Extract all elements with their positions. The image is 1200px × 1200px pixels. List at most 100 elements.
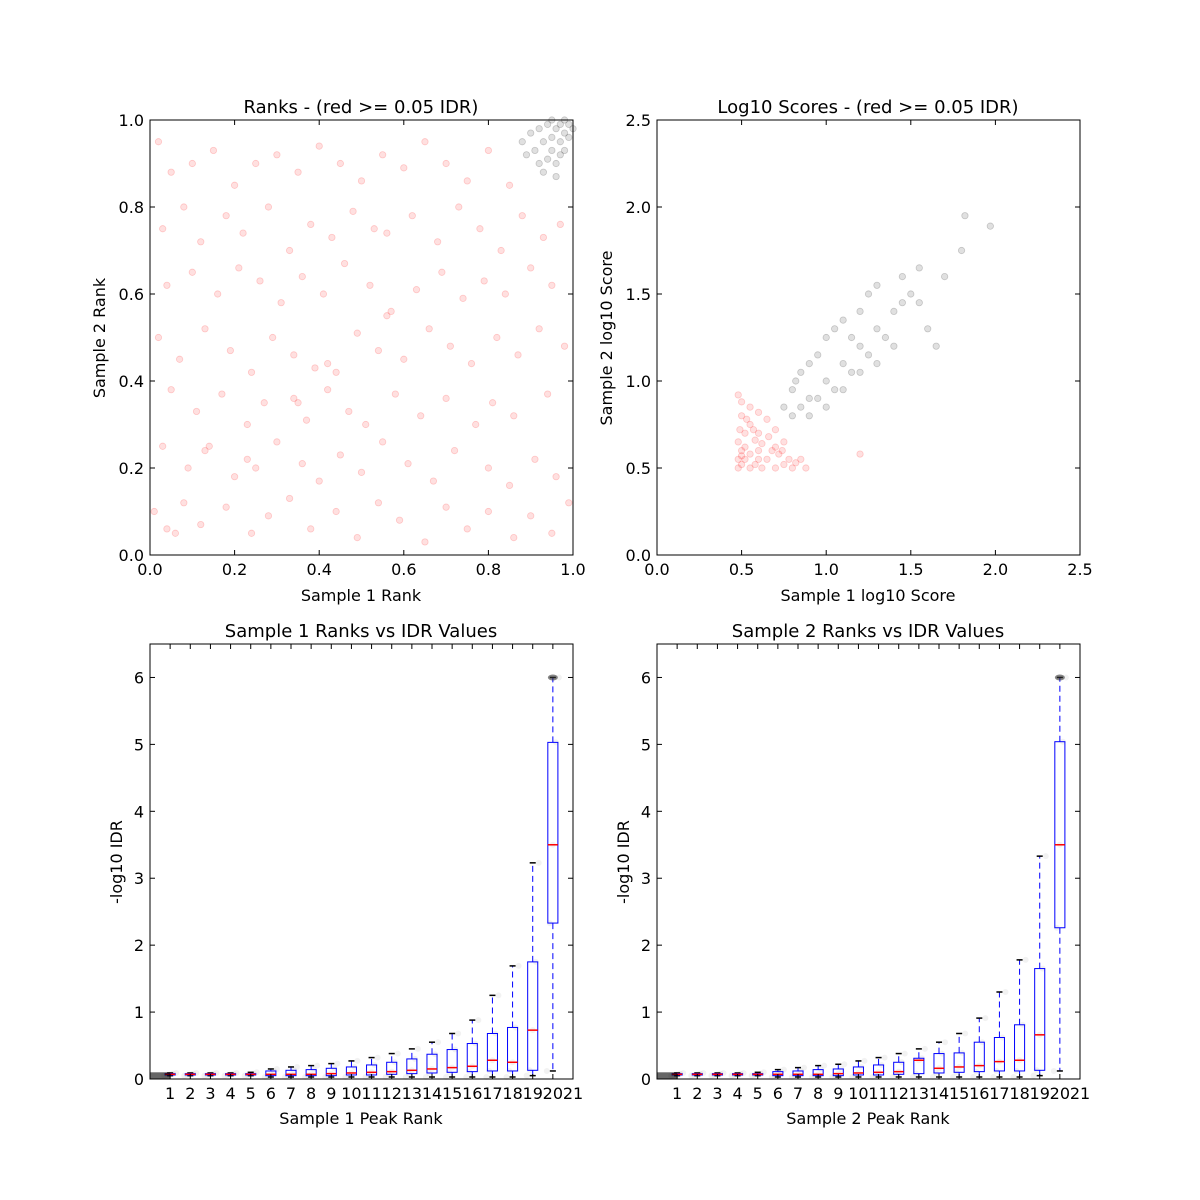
panel-sample2-box-y-ticks: 0 1 2 3 4 5 6 xyxy=(641,668,1080,1089)
background-point xyxy=(543,1067,550,1074)
baseline-cluster xyxy=(150,1072,171,1079)
scatter-point xyxy=(734,391,742,399)
background-point xyxy=(861,1057,868,1064)
scatter-point xyxy=(746,420,754,429)
scatter-point xyxy=(754,455,763,463)
background-point xyxy=(342,1073,349,1080)
scatter-point xyxy=(379,151,387,159)
scatter-point xyxy=(459,294,467,302)
scatter-point xyxy=(332,507,340,516)
background-point xyxy=(921,1045,928,1052)
scatter-point xyxy=(163,281,171,289)
scatter-point xyxy=(737,460,746,469)
scatter-point xyxy=(552,159,560,168)
baseline-cluster xyxy=(657,1072,678,1079)
scatter-point xyxy=(751,460,759,469)
scatter-point xyxy=(425,325,433,333)
scatter-point xyxy=(218,390,226,398)
background-point xyxy=(374,1054,381,1061)
background-point xyxy=(362,1073,369,1080)
scatter-point xyxy=(856,307,864,315)
x-tick-label: 1 xyxy=(165,1084,175,1103)
panel-ranks-y-label: Sample 2 Rank xyxy=(90,277,109,398)
scatter-point xyxy=(192,407,201,416)
panel-scores-title: Log10 Scores - (red >= 0.05 IDR) xyxy=(717,97,1018,118)
y-tick-label: 0.8 xyxy=(119,198,144,217)
x-tick-label: 5 xyxy=(246,1084,256,1103)
scatter-point xyxy=(294,168,302,176)
scatter-point xyxy=(256,277,264,285)
scatter-point xyxy=(535,159,543,168)
scatter-point xyxy=(771,443,780,451)
scatter-point xyxy=(514,351,522,359)
x-tick-label: 16 xyxy=(462,1084,482,1103)
scatter-point xyxy=(535,325,543,333)
background-point xyxy=(402,1073,409,1080)
x-tick-label: 18 xyxy=(502,1084,522,1103)
panel-sample2-box-x-ticks: 1 2 3 4 5 6 7 8 9 10 11 12 13 14 15 16 17 18 19 20 21 xyxy=(672,644,1090,1103)
scatter-point xyxy=(797,403,805,411)
scatter-point xyxy=(814,351,822,359)
panel-sample2-box-y-label: -log10 IDR xyxy=(614,820,633,904)
scatter-point xyxy=(898,272,906,281)
y-tick-label: 0.5 xyxy=(626,459,651,478)
scatter-point xyxy=(252,159,260,168)
scatter-point xyxy=(480,277,488,285)
panel-sample1-box-y-ticks: 0 1 2 3 4 5 6 xyxy=(134,668,573,1089)
scatter-point xyxy=(400,164,408,172)
scatter-point xyxy=(442,159,450,168)
panel-scores-x-ticks: 0.0 0.5 1.0 1.5 2.0 2.5 xyxy=(644,120,1093,579)
scatter-point xyxy=(565,133,573,141)
scatter-point xyxy=(924,325,932,333)
scatter-point xyxy=(205,442,213,450)
scatter-point xyxy=(780,460,788,469)
background-point xyxy=(889,1073,896,1080)
x-tick-label: 18 xyxy=(1009,1084,1029,1103)
box-body xyxy=(446,1049,458,1073)
x-tick-label: 10 xyxy=(341,1084,361,1103)
y-tick-label: 2 xyxy=(641,936,651,955)
y-tick-label: 0.2 xyxy=(119,459,144,478)
scatter-point xyxy=(765,433,773,441)
scatter-point xyxy=(822,403,830,411)
scatter-point xyxy=(864,351,873,359)
panel-sample1-box-title: Sample 1 Ranks vs IDR Values xyxy=(225,621,497,642)
scatter-point xyxy=(527,264,535,272)
scatter-point xyxy=(472,420,480,429)
y-tick-label: 5 xyxy=(134,735,144,754)
x-tick-label: 12 xyxy=(382,1084,402,1103)
box-body xyxy=(993,1037,1005,1072)
scatter-series xyxy=(150,138,573,546)
scatter-point xyxy=(197,520,205,529)
background-point xyxy=(455,1030,462,1037)
scatter-point xyxy=(383,312,391,320)
scatter-point xyxy=(357,468,366,476)
scatter-point xyxy=(741,429,749,437)
scatter-point xyxy=(864,290,873,298)
scatter-point xyxy=(548,281,556,289)
scatter-point xyxy=(484,146,492,155)
scatter-point xyxy=(527,512,535,520)
scatter-point xyxy=(446,342,454,350)
scatter-point xyxy=(788,386,796,394)
y-tick-label: 0.6 xyxy=(119,285,144,304)
scatter-point xyxy=(505,481,514,489)
scatter-point xyxy=(758,464,766,472)
scatter-point xyxy=(741,455,749,463)
scatter-point xyxy=(544,390,552,398)
y-tick-label: 2 xyxy=(134,936,144,955)
scatter-point xyxy=(315,477,323,485)
scatter-point xyxy=(792,459,800,467)
scatter-point xyxy=(493,333,501,342)
x-tick-label: 5 xyxy=(753,1084,763,1103)
panel-ranks-x-label: Sample 1 Rank xyxy=(301,586,422,605)
x-tick-label: 1.0 xyxy=(813,560,838,579)
background-point xyxy=(869,1073,876,1080)
background-point xyxy=(901,1050,908,1057)
x-tick-label: 8 xyxy=(306,1084,316,1103)
scatter-point xyxy=(548,133,556,141)
y-tick-label: 0.4 xyxy=(119,372,144,391)
scatter-point xyxy=(839,359,847,368)
panel-ranks-x-ticks: 0.0 0.2 0.4 0.6 0.8 1.0 xyxy=(137,120,586,579)
scatter-point xyxy=(497,246,505,255)
